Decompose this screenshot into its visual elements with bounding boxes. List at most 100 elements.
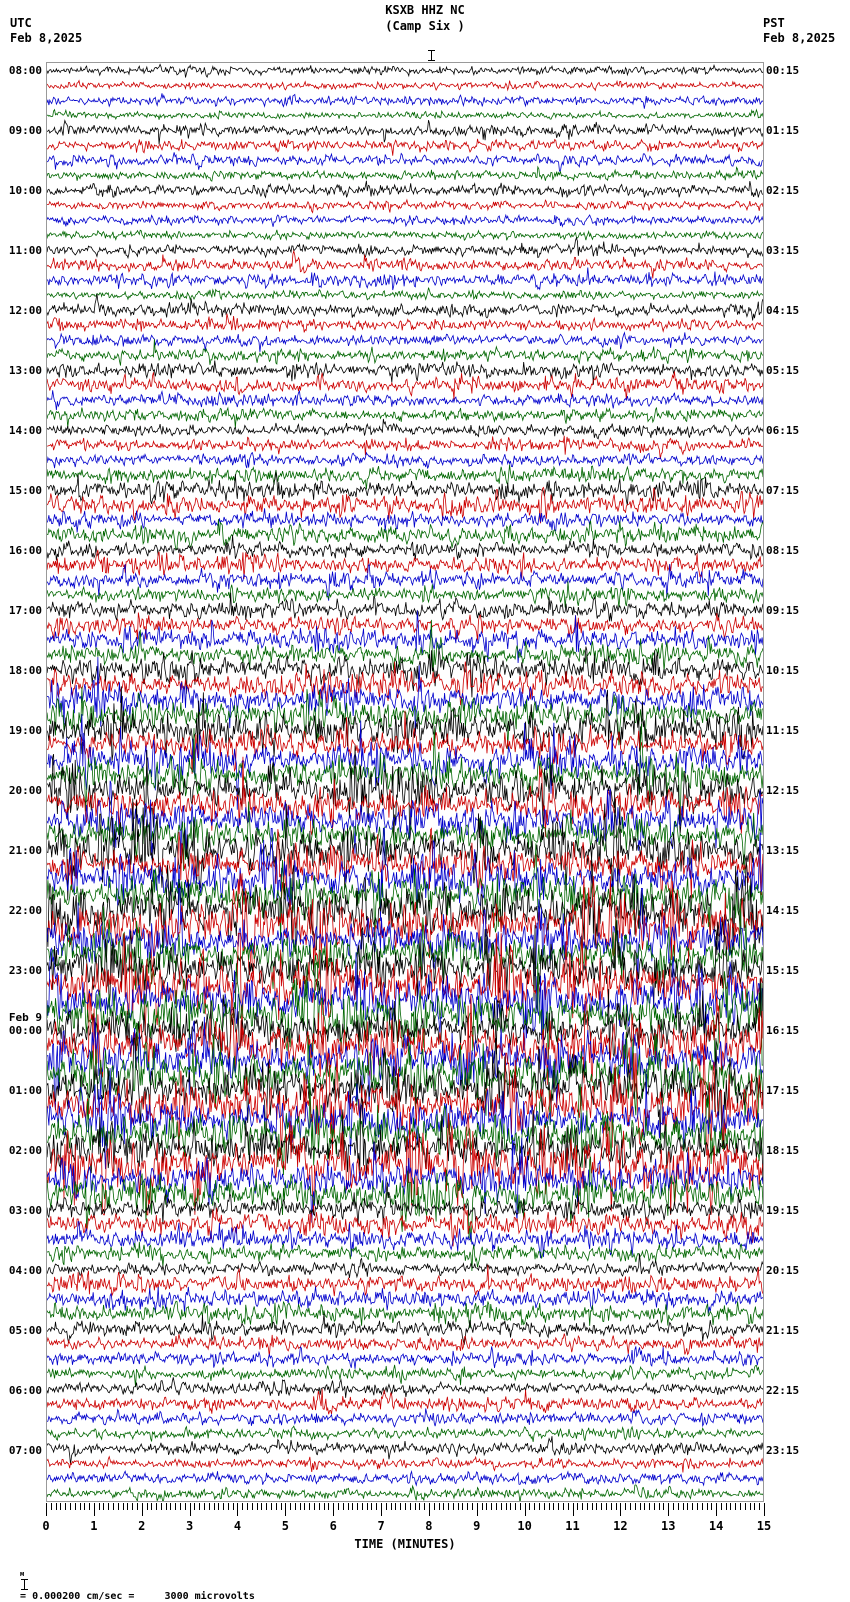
x-tick-minor (156, 1503, 157, 1510)
seismic-trace (47, 93, 763, 109)
x-tick-minor (673, 1503, 674, 1510)
x-tick-label: 12 (613, 1519, 628, 1533)
pst-hour-label: 02:15 (766, 183, 800, 197)
x-tick-major (477, 1503, 478, 1516)
seismogram-plot[interactable] (46, 62, 764, 1502)
utc-hour-label: 16:00 (8, 543, 42, 557)
x-tick-minor (534, 1503, 535, 1510)
seismic-trace (47, 745, 763, 841)
x-tick-minor (65, 1503, 66, 1510)
utc-hour-label: 13:00 (8, 363, 42, 377)
x-tick-minor (80, 1503, 81, 1510)
x-tick-label: 7 (377, 1519, 385, 1533)
x-tick-minor (606, 1503, 607, 1510)
seismic-trace (47, 287, 763, 301)
x-tick-minor (740, 1503, 741, 1510)
x-tick-major (573, 1503, 574, 1516)
x-tick-minor (625, 1503, 626, 1510)
x-tick-minor (678, 1503, 679, 1510)
x-tick-minor (113, 1503, 114, 1510)
x-tick-minor (304, 1503, 305, 1510)
pst-hour-label: 22:15 (766, 1383, 800, 1397)
seismic-trace (47, 1052, 763, 1156)
seismic-trace (47, 406, 763, 429)
utc-hour-label: 01:00 (8, 1083, 42, 1097)
seismic-trace (47, 619, 763, 673)
seismic-trace (47, 371, 763, 401)
x-tick-minor (539, 1503, 540, 1510)
x-tick-label: 0 (42, 1519, 50, 1533)
x-tick-minor (252, 1503, 253, 1510)
x-tick-minor (419, 1503, 420, 1510)
x-tick-minor (520, 1503, 521, 1510)
pst-hour-label: 07:15 (766, 483, 800, 497)
utc-hour-label: 23:00 (8, 963, 42, 977)
x-tick-major (381, 1503, 382, 1516)
seismic-trace (47, 1364, 763, 1388)
x-tick-minor (348, 1503, 349, 1510)
x-tick-minor (453, 1503, 454, 1510)
utc-hour-label: 19:00 (8, 723, 42, 737)
x-tick-minor (214, 1503, 215, 1510)
x-tick-minor (89, 1503, 90, 1510)
x-tick-minor (726, 1503, 727, 1510)
x-tick-minor (223, 1503, 224, 1510)
seismic-trace (47, 1112, 763, 1216)
seismic-trace (47, 464, 763, 490)
seismic-trace (47, 418, 763, 440)
x-tick-minor (386, 1503, 387, 1510)
seismic-trace (47, 686, 763, 761)
x-tick-minor (415, 1503, 416, 1510)
pst-hour-label: 17:15 (766, 1083, 800, 1097)
pst-hour-label: 11:15 (766, 723, 800, 737)
seismic-trace (47, 723, 763, 826)
x-tick-minor (577, 1503, 578, 1510)
x-tick-minor (529, 1503, 530, 1510)
site-name-title: (Camp Six ) (385, 19, 465, 33)
seismic-trace (47, 798, 763, 901)
x-tick-minor (611, 1503, 612, 1510)
seismic-trace (47, 563, 763, 601)
seismic-trace (47, 756, 763, 837)
seismic-trace (47, 1264, 763, 1297)
seismic-trace (47, 1313, 763, 1346)
utc-date-label: Feb 8,2025 (10, 31, 83, 45)
x-tick-minor (328, 1503, 329, 1510)
seismic-trace (47, 1068, 763, 1170)
utc-hour-label: 10:00 (8, 183, 42, 197)
x-tick-minor (683, 1503, 684, 1510)
x-tick-label: 15 (756, 1519, 772, 1533)
x-tick-minor (357, 1503, 358, 1510)
x-tick-minor (371, 1503, 372, 1510)
scale-bar-icon (20, 1578, 29, 1591)
x-tick-minor (458, 1503, 459, 1510)
utc-hour-label: 03:00 (8, 1203, 42, 1217)
x-tick-minor (697, 1503, 698, 1510)
x-tick-minor (204, 1503, 205, 1510)
seismic-trace (47, 612, 763, 641)
x-tick-major (142, 1503, 143, 1516)
x-tick-minor (510, 1503, 511, 1510)
seismic-trace (47, 1182, 763, 1226)
x-tick-minor (424, 1503, 425, 1510)
x-tick-minor (300, 1503, 301, 1510)
x-tick-label: 8 (425, 1519, 433, 1533)
x-tick-minor (56, 1503, 57, 1510)
x-tick-minor (84, 1503, 85, 1510)
x-axis-ticks (46, 1503, 765, 1519)
utc-hour-label: 12:00 (8, 303, 42, 317)
x-tick-label: 1 (90, 1519, 98, 1533)
utc-hour-label: 07:00 (8, 1443, 42, 1457)
pst-timezone-label: PST (763, 16, 785, 30)
x-tick-minor (352, 1503, 353, 1510)
pst-hour-label: 05:15 (766, 363, 800, 377)
x-tick-label: 2 (138, 1519, 146, 1533)
x-tick-minor (247, 1503, 248, 1510)
pst-hour-label: 01:15 (766, 123, 800, 137)
seismic-trace (47, 249, 763, 279)
seismic-trace (47, 267, 763, 291)
x-tick-minor (692, 1503, 693, 1510)
seismic-trace (47, 656, 763, 736)
seismic-trace (47, 519, 763, 552)
x-tick-major (237, 1503, 238, 1516)
